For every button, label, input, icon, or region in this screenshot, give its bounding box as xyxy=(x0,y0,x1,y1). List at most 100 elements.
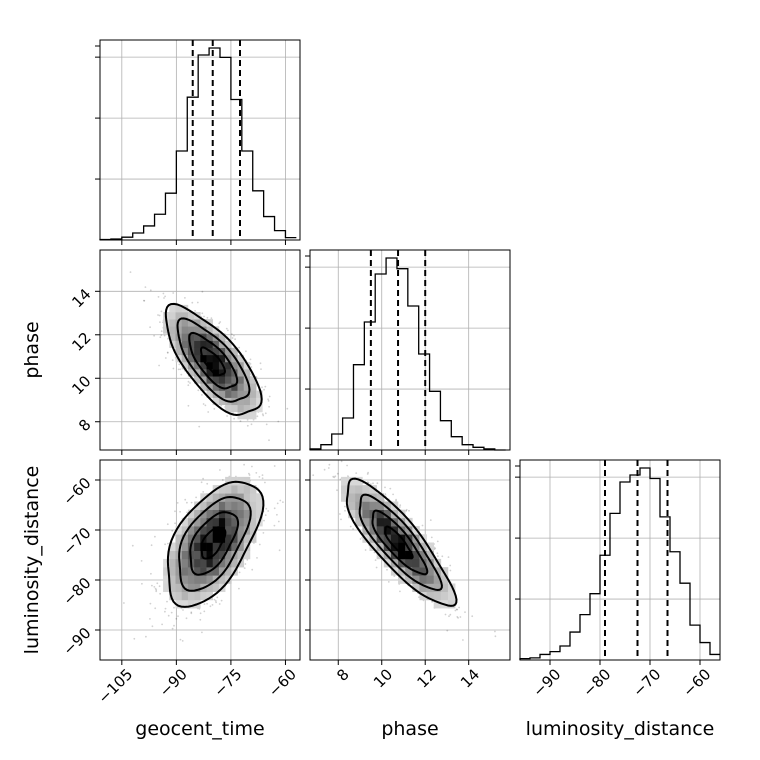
density-cell xyxy=(212,501,220,510)
scatter-point xyxy=(243,463,246,466)
scatter-point xyxy=(454,609,457,612)
scatter-point xyxy=(166,351,169,354)
scatter-point xyxy=(456,608,459,611)
histogram-geocent_time xyxy=(99,47,297,241)
density-cell xyxy=(194,354,201,363)
scatter-point xyxy=(204,404,207,407)
scatter-point xyxy=(436,540,439,543)
x-axis-label-geocent_time: geocent_time xyxy=(135,718,264,740)
density-cell xyxy=(231,485,238,494)
scatter-point xyxy=(174,510,176,513)
scatter-point xyxy=(375,566,378,569)
contour-line xyxy=(371,509,429,576)
scatter-point xyxy=(376,482,379,485)
scatter-point xyxy=(265,507,268,510)
scatter-point xyxy=(239,454,241,456)
scatter-panel-geocent_time-luminosity_distance xyxy=(95,454,301,665)
x-tick-label: −90 xyxy=(529,665,564,700)
density-cell xyxy=(218,542,226,552)
density-cell xyxy=(249,411,257,420)
density-cell xyxy=(390,534,399,543)
density-cell xyxy=(175,304,183,313)
density-cell xyxy=(187,575,195,584)
density-cell xyxy=(398,542,406,552)
scatter-point xyxy=(246,419,249,421)
scatter-point xyxy=(164,607,167,610)
scatter-point xyxy=(164,357,167,359)
scatter-point xyxy=(392,493,394,496)
contour-line xyxy=(178,495,252,592)
scatter-point xyxy=(437,555,439,558)
y-tick-label: 10 xyxy=(68,372,94,398)
axes-frame xyxy=(309,249,511,451)
scatter-point xyxy=(199,612,202,615)
x-tick-label: 14 xyxy=(457,665,483,691)
density-cell xyxy=(218,517,226,527)
scatter-point xyxy=(314,456,316,458)
scatter-point xyxy=(199,618,202,621)
scatter-point xyxy=(182,609,184,611)
scatter-point xyxy=(218,603,221,605)
density-cell xyxy=(163,326,170,334)
density-cell xyxy=(231,558,238,568)
scatter-point xyxy=(256,557,258,559)
scatter-point xyxy=(184,297,186,299)
scatter-point xyxy=(367,471,369,474)
x-axis-label-luminosity_distance: luminosity_distance xyxy=(526,718,715,740)
density-cell xyxy=(212,558,220,568)
density-cell xyxy=(181,526,189,535)
scatter-point xyxy=(159,592,162,595)
density-cell xyxy=(440,591,449,601)
density-cell xyxy=(249,404,257,413)
density-cell xyxy=(419,542,427,552)
density-cell xyxy=(231,404,238,413)
scatter-point xyxy=(171,627,174,630)
density-cell xyxy=(187,517,195,527)
scatter-point xyxy=(191,301,194,304)
scatter-point xyxy=(364,549,367,551)
density-cell xyxy=(187,326,195,334)
density-cell xyxy=(419,575,427,584)
density-cell xyxy=(426,575,435,584)
scatter-point xyxy=(150,572,152,575)
scatter-point xyxy=(408,509,410,512)
scatter-point xyxy=(282,501,284,503)
density-cell xyxy=(243,369,251,377)
scatter-point xyxy=(238,346,241,349)
scatter-point xyxy=(471,615,474,618)
density-cell xyxy=(163,575,170,584)
density-cell xyxy=(225,340,232,348)
density-cell xyxy=(383,509,392,519)
density-cell xyxy=(212,517,220,527)
scatter-point xyxy=(323,468,326,471)
density-cell xyxy=(225,369,232,377)
density-cell xyxy=(412,542,420,552)
y-tick-label: 14 xyxy=(68,285,94,311)
density-cell xyxy=(225,509,232,519)
scatter-point xyxy=(444,613,447,616)
scatter-point xyxy=(273,524,276,527)
density-cell xyxy=(237,383,245,391)
scatter-point xyxy=(174,522,177,525)
scatter-point xyxy=(131,544,134,547)
density-cell xyxy=(206,354,214,363)
density-cell xyxy=(206,319,214,327)
density-cell xyxy=(249,493,257,502)
scatter-point xyxy=(160,334,163,337)
density-cell xyxy=(175,526,183,535)
density-cell xyxy=(237,550,245,560)
density-cell xyxy=(225,354,232,363)
scatter-point xyxy=(327,467,330,469)
scatter-point xyxy=(278,549,281,552)
density-cell xyxy=(194,319,201,327)
contour-line xyxy=(345,477,458,607)
density-cell xyxy=(181,558,189,568)
density-cell xyxy=(225,390,232,398)
x-tick-label: 8 xyxy=(333,665,352,684)
scatter-point xyxy=(384,486,386,489)
density-cell xyxy=(231,526,238,535)
scatter-point xyxy=(359,538,362,540)
scatter-point xyxy=(263,519,265,522)
scatter-point xyxy=(206,602,209,605)
density-cell xyxy=(231,501,238,510)
